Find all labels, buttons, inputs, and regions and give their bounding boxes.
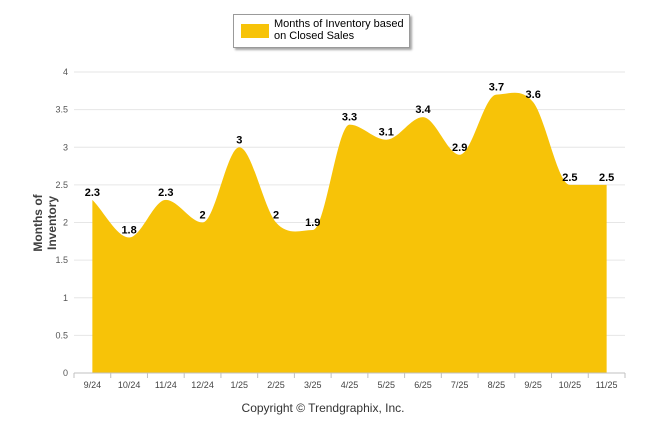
legend-swatch [241, 24, 269, 38]
x-tick-label: 2/25 [267, 380, 285, 390]
y-tick-label: 0 [63, 368, 68, 378]
data-label: 1.9 [305, 217, 320, 229]
y-tick-label: 4 [63, 67, 68, 77]
data-label: 2.3 [158, 187, 173, 199]
x-tick-label: 11/25 [596, 380, 618, 390]
data-labels: 2.3 1.8 2.3 2 3 2 1.9 3.3 3.1 3.4 2.9 3.7 3.6 2.5 2.5 [85, 82, 615, 237]
data-label: 3.1 [379, 127, 394, 139]
legend: Months of Inventory based on Closed Sale… [233, 14, 410, 48]
data-label: 2.9 [452, 142, 467, 154]
data-label: 2.5 [562, 172, 577, 184]
copyright: Copyright © Trendgraphix, Inc. [241, 401, 405, 415]
y-tick-label: 1.5 [55, 255, 68, 265]
data-label: 2.5 [599, 172, 614, 184]
data-label: 2 [200, 210, 206, 222]
y-tick-label: 3 [63, 142, 68, 152]
data-label: 1.8 [121, 225, 136, 237]
series-area [92, 92, 607, 373]
x-tick-label: 11/24 [155, 380, 177, 390]
data-label: 3 [236, 134, 242, 146]
x-tick-label: 1/25 [231, 380, 249, 390]
data-label: 3.7 [489, 82, 504, 94]
y-tick-label: 2.5 [55, 180, 68, 190]
x-tick-label: 5/25 [377, 380, 395, 390]
data-label: 2.3 [85, 187, 100, 199]
x-tick-label: 4/25 [341, 380, 359, 390]
y-tick-label: 0.5 [55, 330, 68, 340]
x-tick-label: 6/25 [414, 380, 432, 390]
y-tick-label: 2 [63, 218, 68, 228]
x-tick-label: 9/24 [84, 380, 102, 390]
x-tick-label: 8/25 [488, 380, 506, 390]
x-tick-label: 12/24 [191, 380, 214, 390]
data-label: 3.6 [526, 89, 541, 101]
x-tick-label: 7/25 [451, 380, 469, 390]
x-tick-label: 9/25 [524, 380, 542, 390]
data-label: 3.4 [415, 104, 431, 116]
x-tick-label: 10/25 [559, 380, 582, 390]
x-tick-label: 3/25 [304, 380, 322, 390]
legend-label: Months of Inventory based on Closed Sale… [274, 18, 404, 42]
y-axis-ticks: 0 0.5 1 1.5 2 2.5 3 3.5 4 [55, 67, 68, 378]
data-label: 3.3 [342, 112, 357, 124]
x-axis: 9/24 10/24 11/24 12/24 1/25 2/25 3/25 4/25 5/25 6… [73, 372, 626, 390]
y-tick-label: 1 [63, 293, 68, 303]
data-label: 2 [273, 210, 279, 222]
y-tick-label: 3.5 [55, 105, 68, 115]
x-tick-label: 10/24 [118, 380, 141, 390]
y-axis-label: Months of Inventory [31, 194, 59, 252]
